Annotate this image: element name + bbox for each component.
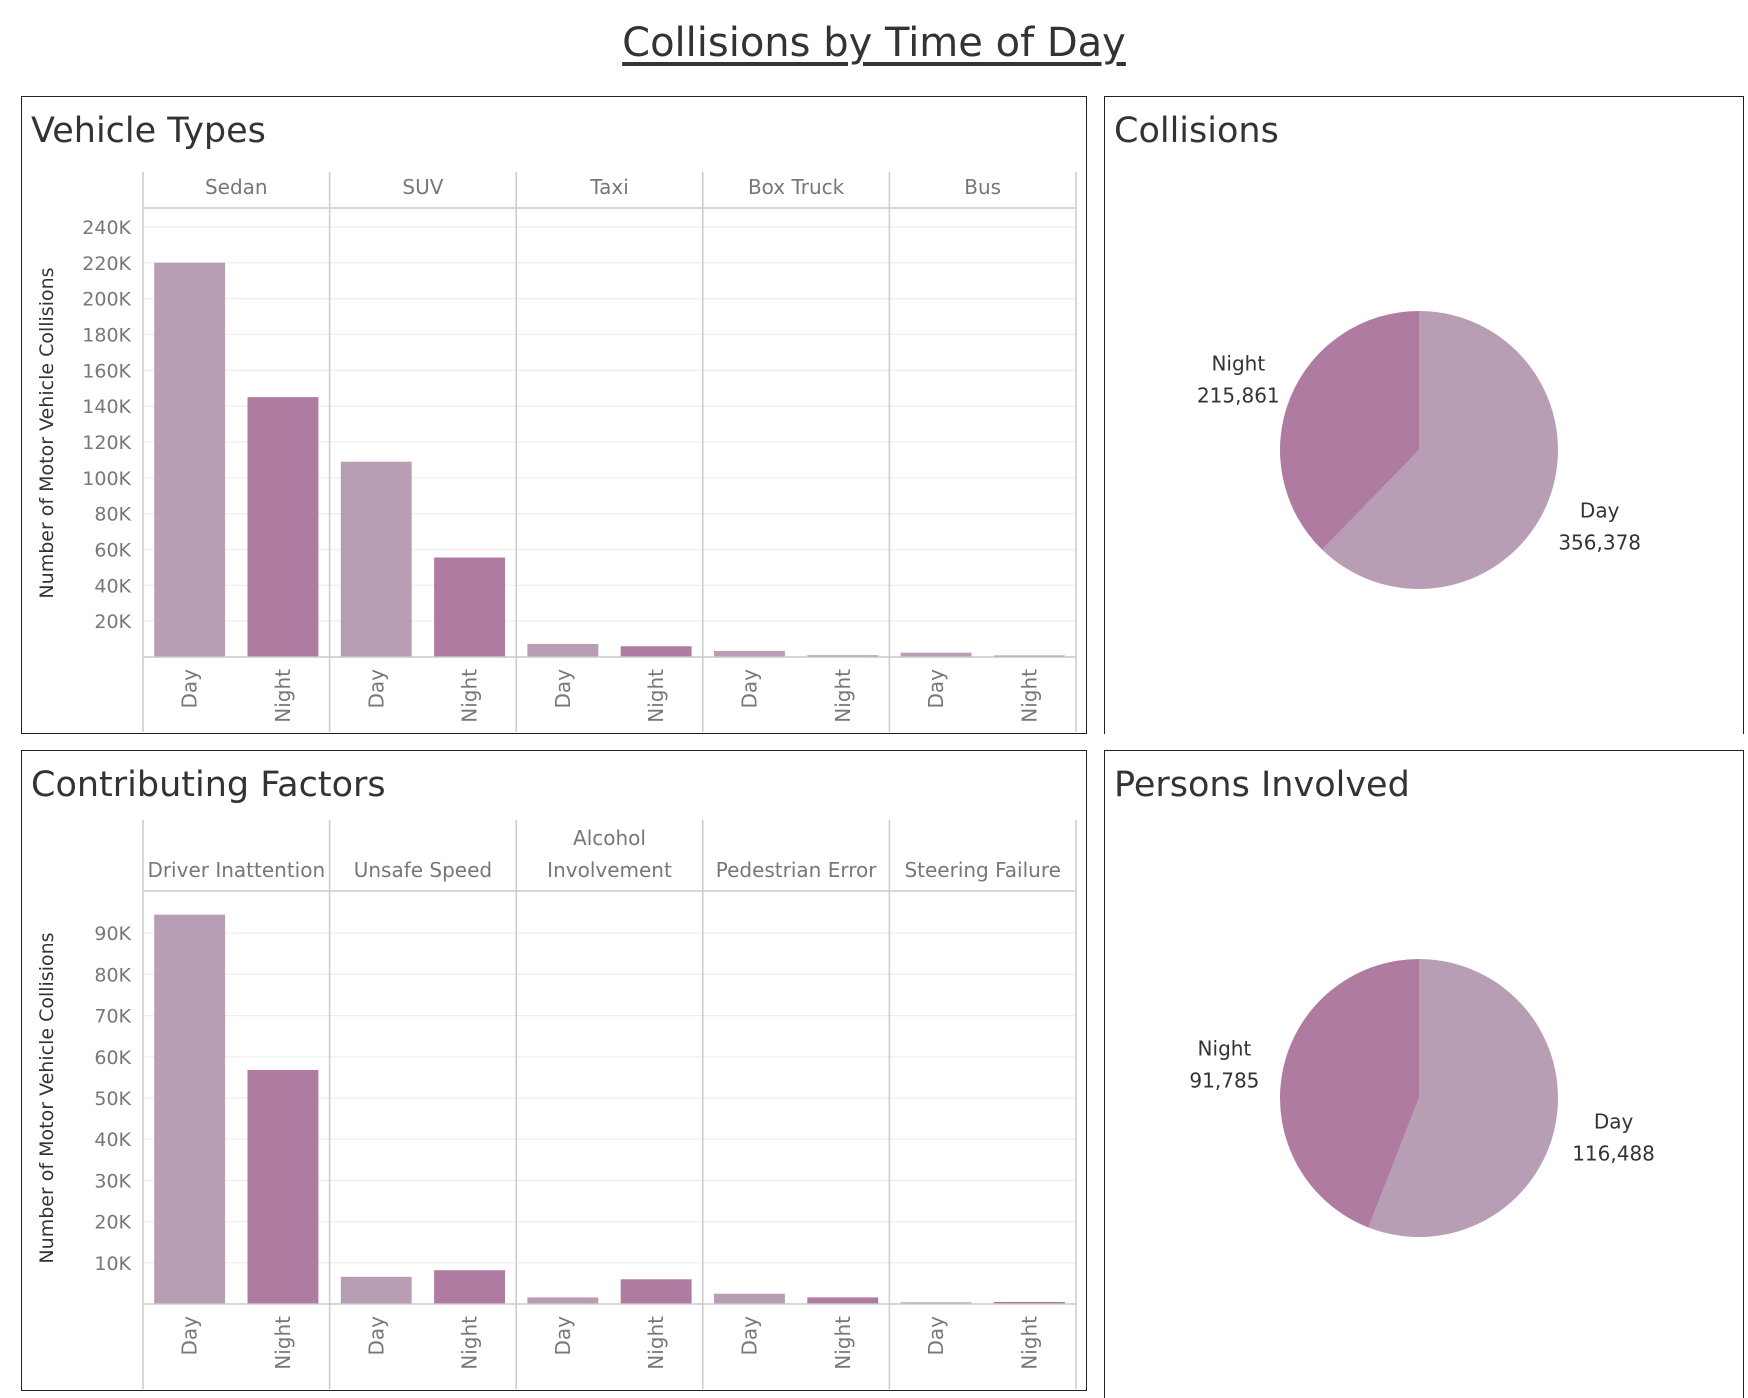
night-bar bbox=[807, 1297, 879, 1304]
collisions-pie-chart: Day 356,378 Night 215,861 bbox=[1197, 311, 1641, 589]
pie-slice-value: 91,785 bbox=[1189, 1068, 1259, 1092]
x-tick-label: Night bbox=[271, 1316, 295, 1370]
x-tick-label: Day bbox=[178, 669, 202, 709]
night-slice bbox=[1280, 311, 1419, 550]
collisions-panel: Collisions Day 356,378 Night 215,861 bbox=[1104, 96, 1744, 734]
x-tick-label: Day bbox=[924, 669, 948, 709]
vehicle-types-title: Vehicle Types bbox=[31, 111, 266, 151]
y-tick-label: 80K bbox=[94, 504, 131, 526]
y-tick-label: 220K bbox=[82, 253, 131, 275]
x-tick-label: Night bbox=[1017, 669, 1041, 723]
x-tick-label: Day bbox=[551, 669, 575, 709]
x-tick-label: Day bbox=[551, 1316, 575, 1356]
contributing-factors-bar-chart: 10K 20K 30K 40K 50K 60K 70K 80K 90K Driver Inatte… bbox=[36, 820, 1077, 1389]
x-tick-label: Night bbox=[458, 669, 482, 723]
vehicle-types-bar-chart: 20K 40K 60K 80K 100K 120K 140K 160K 180K 200K 220K… bbox=[36, 172, 1077, 732]
y-tick-label: 20K bbox=[94, 1212, 131, 1234]
vehicle-types-panel: Vehicle Types 20K 40K 60K 80K 100K 120K 140K 16… bbox=[21, 96, 1087, 734]
group-header-label: Steering Failure bbox=[904, 858, 1060, 882]
night-bar bbox=[620, 1279, 692, 1304]
pie-slice-label: Day bbox=[1594, 1110, 1634, 1134]
night-bar bbox=[993, 1301, 1065, 1304]
day-bar bbox=[900, 1302, 972, 1304]
group-header-label: Sedan bbox=[205, 175, 268, 199]
day-bar bbox=[900, 652, 972, 657]
group-header-label: SUV bbox=[402, 175, 443, 199]
persons-involved-panel: Persons Involved Day 116,488 Night 91,785 bbox=[1104, 750, 1744, 1398]
y-tick-label: 10K bbox=[94, 1253, 131, 1275]
collisions-title: Collisions bbox=[1114, 111, 1279, 151]
y-tick-label: 80K bbox=[94, 964, 131, 986]
night-bar bbox=[247, 1069, 319, 1304]
y-tick-label: 200K bbox=[82, 289, 131, 311]
day-bar bbox=[713, 650, 785, 657]
group-header-label: Unsafe Speed bbox=[354, 858, 492, 882]
group-header-label: Pedestrian Error bbox=[716, 858, 878, 882]
y-tick-label: 240K bbox=[82, 217, 131, 239]
y-tick-label: 100K bbox=[82, 468, 131, 490]
x-tick-label: Day bbox=[364, 1316, 388, 1356]
x-tick-label: Night bbox=[831, 1316, 855, 1370]
pie-slice-value: 356,378 bbox=[1558, 530, 1641, 554]
night-bar bbox=[434, 1270, 506, 1304]
x-tick-label: Night bbox=[644, 669, 668, 723]
y-tick-label: 140K bbox=[82, 396, 131, 418]
x-tick-label: Night bbox=[831, 669, 855, 723]
x-tick-label: Night bbox=[458, 1316, 482, 1370]
day-bar bbox=[154, 914, 226, 1304]
pie-slice-value: 215,861 bbox=[1197, 384, 1280, 408]
dashboard-title: Collisions by Time of Day bbox=[622, 20, 1126, 66]
y-tick-label: 50K bbox=[94, 1088, 131, 1110]
contributing-factors-panel: Contributing Factors 10K 20K 30K 40K 50K 60K 7… bbox=[21, 750, 1087, 1391]
y-tick-label: 60K bbox=[94, 539, 131, 561]
y-tick-label: 40K bbox=[94, 575, 131, 597]
night-bar bbox=[807, 655, 879, 657]
x-tick-label: Day bbox=[737, 1316, 761, 1356]
night-bar bbox=[620, 646, 692, 657]
night-slice bbox=[1280, 959, 1419, 1228]
day-bar bbox=[154, 262, 226, 657]
x-tick-label: Day bbox=[924, 1316, 948, 1356]
y-axis-label: Number of Motor Vehicle Collisions bbox=[36, 932, 58, 1263]
y-tick-label: 20K bbox=[94, 611, 131, 633]
y-tick-label: 120K bbox=[82, 432, 131, 454]
group-header-label: Bus bbox=[964, 175, 1001, 199]
day-bar bbox=[527, 643, 599, 657]
x-tick-label: Day bbox=[364, 669, 388, 709]
x-tick-label: Day bbox=[178, 1316, 202, 1356]
night-bar bbox=[247, 397, 319, 657]
y-tick-label: 90K bbox=[94, 923, 131, 945]
group-header-label: Alcohol bbox=[573, 826, 646, 850]
y-tick-label: 180K bbox=[82, 324, 131, 346]
y-tick-label: 70K bbox=[94, 1006, 131, 1028]
y-tick-label: 160K bbox=[82, 360, 131, 382]
contributing-factors-title: Contributing Factors bbox=[31, 765, 386, 805]
x-tick-label: Night bbox=[644, 1316, 668, 1370]
day-bar bbox=[340, 1276, 412, 1304]
day-bar bbox=[340, 461, 412, 657]
x-tick-label: Night bbox=[1017, 1316, 1041, 1370]
y-tick-label: 30K bbox=[94, 1170, 131, 1192]
group-header-label: Involvement bbox=[547, 858, 672, 882]
group-header-label: Driver Inattention bbox=[147, 858, 325, 882]
day-bar bbox=[527, 1297, 599, 1304]
x-tick-label: Night bbox=[271, 669, 295, 723]
pie-slice-label: Night bbox=[1198, 1036, 1252, 1060]
pie-slice-label: Day bbox=[1580, 498, 1620, 522]
day-slice bbox=[1322, 311, 1558, 589]
day-slice bbox=[1368, 959, 1558, 1237]
y-tick-label: 40K bbox=[94, 1129, 131, 1151]
persons-involved-pie-chart: Day 116,488 Night 91,785 bbox=[1189, 959, 1655, 1237]
day-bar bbox=[713, 1293, 785, 1304]
y-tick-label: 60K bbox=[94, 1047, 131, 1069]
x-tick-label: Day bbox=[737, 669, 761, 709]
night-bar bbox=[434, 557, 506, 657]
persons-involved-title: Persons Involved bbox=[1114, 765, 1410, 805]
group-header-label: Taxi bbox=[589, 175, 629, 199]
y-axis-label: Number of Motor Vehicle Collisions bbox=[36, 267, 58, 598]
pie-slice-value: 116,488 bbox=[1572, 1142, 1655, 1166]
pie-slice-label: Night bbox=[1211, 352, 1265, 376]
group-header-label: Box Truck bbox=[748, 175, 845, 199]
